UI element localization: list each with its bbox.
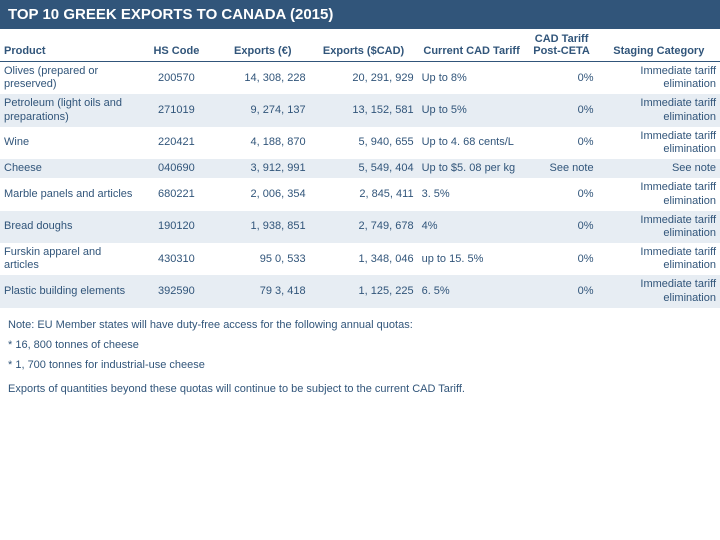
note-line: Note: EU Member states will have duty-fr… xyxy=(8,318,712,334)
cell-stage: Immediate tariff elimination xyxy=(598,127,720,159)
cell-hs: 271019 xyxy=(137,94,216,126)
cell-post: 0% xyxy=(526,94,598,126)
header-eur: Exports (€) xyxy=(216,29,310,62)
cell-product: Cheese xyxy=(0,159,137,178)
cell-post: 0% xyxy=(526,62,598,95)
note-line: Exports of quantities beyond these quota… xyxy=(8,382,712,398)
note-line: * 16, 800 tonnes of cheese xyxy=(8,338,712,354)
cell-hs: 200570 xyxy=(137,62,216,95)
cell-post: 0% xyxy=(526,275,598,307)
cell-product: Petroleum (light oils and preparations) xyxy=(0,94,137,126)
table-row: Wine2204214, 188, 8705, 940, 655Up to 4.… xyxy=(0,127,720,159)
cell-hs: 680221 xyxy=(137,178,216,210)
cell-eur: 9, 274, 137 xyxy=(216,94,310,126)
header-product: Product xyxy=(0,29,137,62)
cell-stage: Immediate tariff elimination xyxy=(598,243,720,275)
cell-cad: 13, 152, 581 xyxy=(310,94,418,126)
cell-tariff: 3. 5% xyxy=(418,178,526,210)
cell-post: 0% xyxy=(526,178,598,210)
cell-tariff: 6. 5% xyxy=(418,275,526,307)
cell-cad: 2, 749, 678 xyxy=(310,211,418,243)
cell-stage: Immediate tariff elimination xyxy=(598,275,720,307)
page-title: TOP 10 GREEK EXPORTS TO CANADA (2015) xyxy=(0,0,720,29)
cell-tariff: Up to 5% xyxy=(418,94,526,126)
cell-eur: 95 0, 533 xyxy=(216,243,310,275)
cell-cad: 20, 291, 929 xyxy=(310,62,418,95)
cell-eur: 79 3, 418 xyxy=(216,275,310,307)
cell-product: Bread doughs xyxy=(0,211,137,243)
cell-tariff: up to 15. 5% xyxy=(418,243,526,275)
table-row: Olives (prepared or preserved)20057014, … xyxy=(0,62,720,95)
header-stage: Staging Category xyxy=(598,29,720,62)
cell-eur: 3, 912, 991 xyxy=(216,159,310,178)
exports-table: Product HS Code Exports (€) Exports ($CA… xyxy=(0,29,720,308)
cell-cad: 1, 348, 046 xyxy=(310,243,418,275)
cell-cad: 5, 549, 404 xyxy=(310,159,418,178)
table-row: Marble panels and articles6802212, 006, … xyxy=(0,178,720,210)
cell-eur: 14, 308, 228 xyxy=(216,62,310,95)
cell-product: Furskin apparel and articles xyxy=(0,243,137,275)
header-tariff: Current CAD Tariff xyxy=(418,29,526,62)
table-row: Plastic building elements39259079 3, 418… xyxy=(0,275,720,307)
cell-cad: 2, 845, 411 xyxy=(310,178,418,210)
cell-tariff: Up to 4. 68 cents/L xyxy=(418,127,526,159)
cell-stage: Immediate tariff elimination xyxy=(598,211,720,243)
cell-eur: 4, 188, 870 xyxy=(216,127,310,159)
cell-product: Plastic building elements xyxy=(0,275,137,307)
cell-tariff: Up to $5. 08 per kg xyxy=(418,159,526,178)
cell-cad: 1, 125, 225 xyxy=(310,275,418,307)
cell-eur: 2, 006, 354 xyxy=(216,178,310,210)
cell-post: 0% xyxy=(526,243,598,275)
table-row: Cheese0406903, 912, 9915, 549, 404Up to … xyxy=(0,159,720,178)
cell-eur: 1, 938, 851 xyxy=(216,211,310,243)
table-row: Furskin apparel and articles43031095 0, … xyxy=(0,243,720,275)
cell-stage: Immediate tariff elimination xyxy=(598,94,720,126)
cell-hs: 190120 xyxy=(137,211,216,243)
cell-product: Olives (prepared or preserved) xyxy=(0,62,137,95)
footnotes: Note: EU Member states will have duty-fr… xyxy=(0,308,720,406)
cell-stage: Immediate tariff elimination xyxy=(598,62,720,95)
header-hs: HS Code xyxy=(137,29,216,62)
cell-tariff: Up to 8% xyxy=(418,62,526,95)
cell-stage: Immediate tariff elimination xyxy=(598,178,720,210)
cell-hs: 220421 xyxy=(137,127,216,159)
cell-cad: 5, 940, 655 xyxy=(310,127,418,159)
note-line: * 1, 700 tonnes for industrial-use chees… xyxy=(8,358,712,374)
cell-post: See note xyxy=(526,159,598,178)
cell-hs: 040690 xyxy=(137,159,216,178)
cell-stage: See note xyxy=(598,159,720,178)
header-cad: Exports ($CAD) xyxy=(310,29,418,62)
cell-post: 0% xyxy=(526,211,598,243)
cell-hs: 430310 xyxy=(137,243,216,275)
cell-product: Marble panels and articles xyxy=(0,178,137,210)
cell-product: Wine xyxy=(0,127,137,159)
header-post: CAD Tariff Post-CETA xyxy=(526,29,598,62)
cell-tariff: 4% xyxy=(418,211,526,243)
cell-post: 0% xyxy=(526,127,598,159)
table-row: Bread doughs1901201, 938, 8512, 749, 678… xyxy=(0,211,720,243)
cell-hs: 392590 xyxy=(137,275,216,307)
table-row: Petroleum (light oils and preparations)2… xyxy=(0,94,720,126)
